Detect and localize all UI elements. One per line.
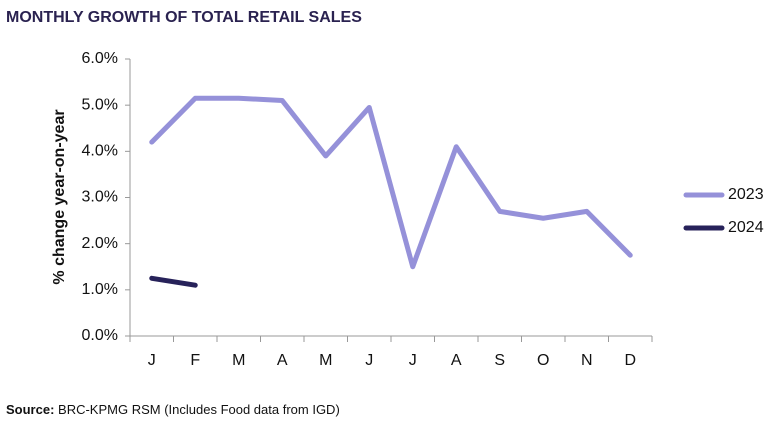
- legend-label: 2024: [728, 219, 764, 236]
- source-text: BRC-KPMG RSM (Includes Food data from IG…: [58, 402, 340, 417]
- x-tick-label: O: [537, 352, 549, 369]
- x-tick-label: J: [365, 352, 373, 369]
- x-tick-label: J: [148, 352, 156, 369]
- x-tick-label: J: [409, 352, 417, 369]
- x-tick-label: A: [277, 352, 288, 369]
- source-label: Source:: [6, 402, 54, 417]
- chart-title: MONTHLY GROWTH OF TOTAL RETAIL SALES: [6, 9, 362, 26]
- x-tick-label: M: [232, 352, 245, 369]
- y-tick-label: 0.0%: [82, 327, 118, 344]
- series-line: [149, 95, 633, 270]
- y-tick-label: 5.0%: [82, 96, 118, 113]
- y-tick-label: 4.0%: [82, 143, 118, 160]
- x-tick-label: N: [581, 352, 593, 369]
- y-tick-label: 6.0%: [82, 50, 118, 67]
- y-tick-label: 1.0%: [82, 281, 118, 298]
- y-tick-label: 3.0%: [82, 189, 118, 206]
- series-line: [149, 275, 198, 288]
- x-tick-label: M: [319, 352, 332, 369]
- x-tick-label: D: [624, 352, 636, 369]
- x-tick-label: A: [451, 352, 462, 369]
- y-tick-label: 2.0%: [82, 235, 118, 252]
- x-tick-label: S: [494, 352, 505, 369]
- source: Source: BRC-KPMG RSM (Includes Food data…: [6, 402, 340, 417]
- legend-label: 2023: [728, 186, 764, 203]
- x-tick-label: F: [190, 352, 200, 369]
- y-axis-label: % change year-on-year: [51, 109, 68, 284]
